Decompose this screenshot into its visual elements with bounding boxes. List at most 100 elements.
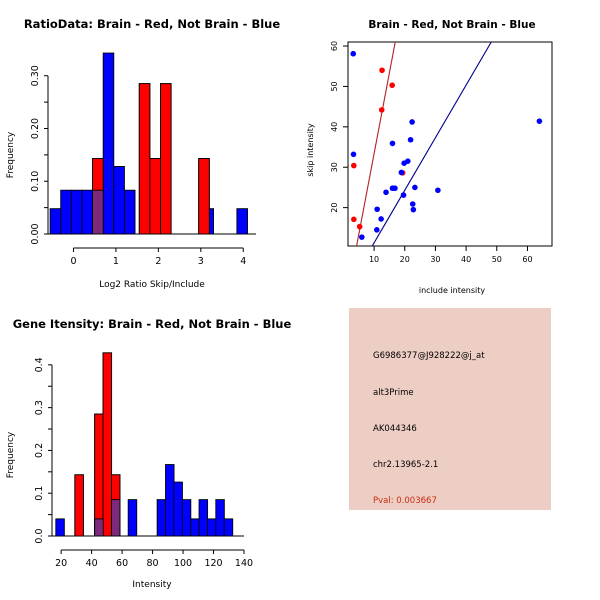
scatter-x-tick-label: 40 xyxy=(461,255,471,264)
gene_hist-bar xyxy=(102,352,113,537)
scatter-point xyxy=(378,216,384,222)
panel-info: G6986377@J928222@j_at alt3Prime AK044346… xyxy=(300,300,600,600)
gene_hist-y-tick-label: 0.1 xyxy=(34,486,45,501)
ratio-histogram-svg: RatioData: Brain - Red, Not Brain - Blue… xyxy=(6,17,281,290)
scatter-title: Brain - Red, Not Brain - Blue xyxy=(368,19,535,31)
locus-text: chr2.13965-2.1 xyxy=(373,460,439,470)
scatter-plot-frame xyxy=(347,41,553,247)
panel-ratio-histogram: RatioData: Brain - Red, Not Brain - Blue… xyxy=(0,0,300,300)
ratio_hist-bar xyxy=(102,52,115,235)
ratio_hist-y-tick-label: 0.30 xyxy=(30,65,41,86)
scatter-y-tick-label: 20 xyxy=(330,203,339,213)
event-type-text: alt3Prime xyxy=(373,388,414,398)
scatter-point xyxy=(350,50,357,57)
ratio_hist-x-tick-label: 1 xyxy=(113,256,119,267)
gene_hist-x-tick-label: 20 xyxy=(55,558,67,569)
scatter-point xyxy=(435,187,441,194)
scatter-ylabel: skip intensity xyxy=(306,123,315,177)
gene_hist-bar-overlap xyxy=(110,499,121,537)
scatter-point xyxy=(383,189,389,196)
gene_hist-bar xyxy=(55,518,65,537)
panel-gene-histogram: Gene Itensity: Brain - Red, Not Brain - … xyxy=(0,300,300,600)
gene_hist-bar xyxy=(181,499,192,537)
scatter-x-tick-label: 30 xyxy=(430,255,440,264)
scatter-y-tick-label: 40 xyxy=(330,122,339,132)
scatter-point xyxy=(389,140,396,147)
scatter-point xyxy=(409,201,416,207)
scatter-point xyxy=(412,184,418,191)
scatter-y-tick-label: 30 xyxy=(330,162,339,172)
gene_hist-bar xyxy=(94,413,104,537)
scatter-frame xyxy=(347,41,553,247)
scatter-x-tick-label: 10 xyxy=(369,255,379,264)
gene_hist-x-tick-label: 60 xyxy=(116,558,128,569)
scatter-point xyxy=(389,82,395,89)
gene_hist-x-tick-label: 80 xyxy=(147,558,159,569)
gene_hist-x-tick-label: 140 xyxy=(235,558,253,569)
scatter-point xyxy=(536,118,543,124)
scatter-point xyxy=(398,169,405,176)
ratio_hist-bar xyxy=(198,158,210,235)
gene_hist-bar xyxy=(74,474,84,537)
scatter-xlabel: include intensity xyxy=(419,286,485,295)
ratio_hist-bar xyxy=(160,83,172,235)
scatter-point xyxy=(351,162,357,169)
scatter-point xyxy=(409,119,415,125)
gene-histogram-title: Gene Itensity: Brain - Red, Not Brain - … xyxy=(13,317,292,331)
gene_hist-x-tick-label: 120 xyxy=(204,558,222,569)
gene-histogram-ylabel: Frequency xyxy=(6,431,16,478)
scatter-fit-line xyxy=(371,42,492,246)
ratio_hist-bar xyxy=(149,158,161,235)
gene_hist-y-tick-label: 0.3 xyxy=(34,400,45,415)
ratio_hist-x-tick-label: 4 xyxy=(240,256,246,267)
scatter-svg: Brain - Red, Not Brain - Blue include in… xyxy=(306,19,553,295)
probe-id-text: G6986377@J928222@j_at xyxy=(373,351,485,361)
panel-scatter: Brain - Red, Not Brain - Blue include in… xyxy=(300,0,600,300)
ratio_hist-bar xyxy=(236,208,248,235)
gene_hist-bar-overlap xyxy=(94,518,104,537)
gene_hist-bar xyxy=(190,518,200,537)
scatter-point xyxy=(392,185,398,192)
ratio-histogram-bars xyxy=(48,52,256,235)
pval-text: Pval: 0.003667 xyxy=(373,496,437,506)
scatter-axes: 10 20 30 40 50 60 20 30 40 50 60 xyxy=(330,41,533,264)
gene-histogram-x-axis: 20 40 60 80 100 120 140 xyxy=(55,549,253,569)
scatter-point xyxy=(379,67,385,74)
scatter-y-tick-label: 50 xyxy=(330,81,339,91)
ratio-histogram-y-axis: 0.00 0.10 0.20 0.30 xyxy=(30,65,49,245)
scatter-point xyxy=(378,107,385,113)
ratio-histogram-x-axis: 0 1 2 3 4 xyxy=(70,247,246,267)
scatter-y-tick-label: 60 xyxy=(330,41,339,51)
scatter-point xyxy=(374,227,380,233)
ratio-histogram-ylabel: Frequency xyxy=(6,131,16,178)
ratio-histogram-xlabel: Log2 Ratio Skip/Include xyxy=(99,280,205,290)
ratio_hist-y-tick-label: 0.20 xyxy=(30,118,41,139)
scatter-point xyxy=(405,158,411,164)
ratio_hist-bar-overlap xyxy=(92,189,104,235)
scatter-point xyxy=(356,223,363,230)
scatter-x-tick-label: 60 xyxy=(522,255,532,264)
scatter-fit-lines xyxy=(356,42,492,246)
info-box: G6986377@J928222@j_at alt3Prime AK044346… xyxy=(349,308,551,510)
scatter-point xyxy=(410,206,417,213)
ratio_hist-bar xyxy=(60,189,72,235)
gene_hist-y-tick-label: 0.0 xyxy=(34,528,45,543)
scatter-point xyxy=(359,234,365,240)
ratio_hist-bar xyxy=(113,166,125,235)
accession-text: AK044346 xyxy=(373,424,417,434)
scatter-point xyxy=(350,151,357,158)
gene_hist-y-tick-label: 0.4 xyxy=(34,357,45,372)
scatter-point xyxy=(374,206,380,213)
gene_hist-bar xyxy=(215,499,225,537)
scatter-point xyxy=(351,216,357,223)
gene_hist-x-tick-label: 40 xyxy=(86,558,98,569)
ratio-histogram-title: RatioData: Brain - Red, Not Brain - Blue xyxy=(24,17,281,31)
scatter-fit-line xyxy=(356,42,396,246)
ratio_hist-bar xyxy=(49,208,62,235)
gene_hist-bar xyxy=(223,518,234,537)
ratio_hist-y-tick-label: 0.00 xyxy=(30,223,41,244)
gene_hist-bar xyxy=(127,499,138,537)
ratio_hist-bar xyxy=(123,189,136,235)
ratio_hist-bar xyxy=(138,83,151,235)
